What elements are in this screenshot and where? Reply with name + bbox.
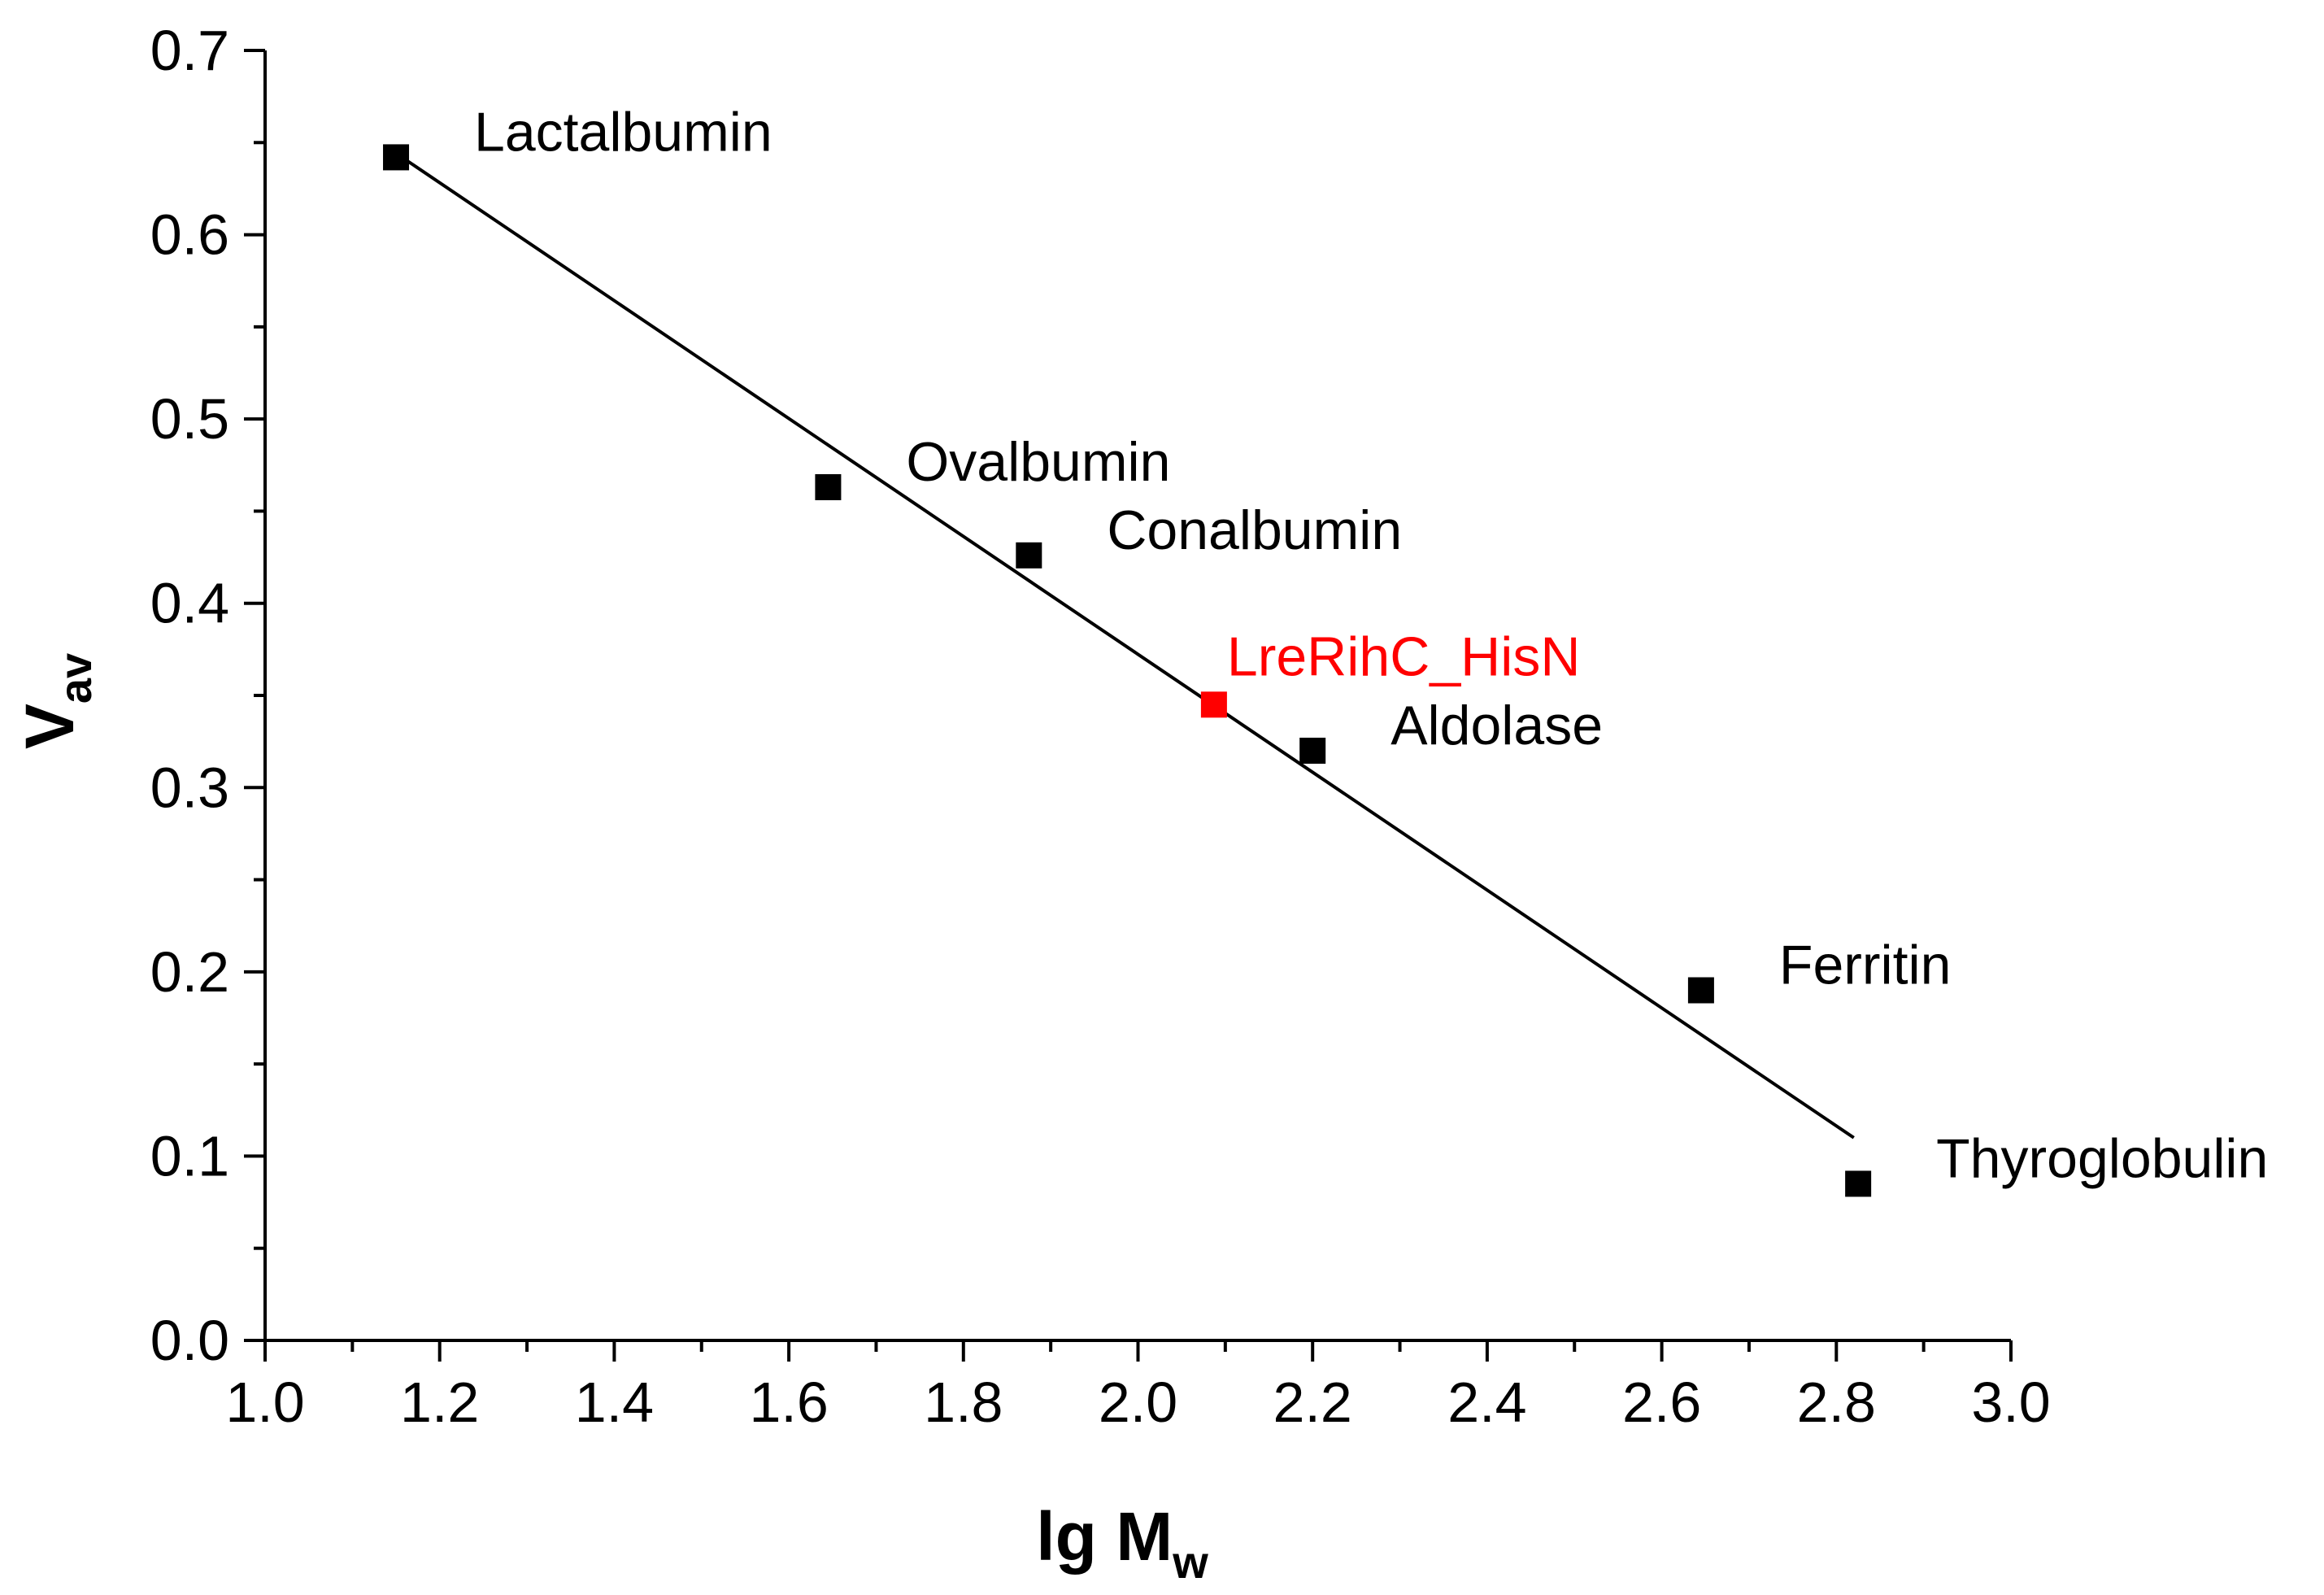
y-tick-label: 0.3 xyxy=(150,756,229,819)
x-axis-title-main: lg M xyxy=(1036,1498,1173,1575)
y-tick-label: 0.1 xyxy=(150,1124,229,1188)
point-label: Conalbumin xyxy=(1107,499,1402,561)
x-tick-label: 1.2 xyxy=(400,1371,479,1434)
point-label: Thyroglobulin xyxy=(1936,1127,2268,1189)
y-tick-label: 0.5 xyxy=(150,387,229,451)
x-axis-title: lg Mw xyxy=(1036,1498,1208,1588)
x-tick-label: 1.4 xyxy=(575,1371,654,1434)
y-tick-label: 0.0 xyxy=(150,1309,229,1372)
x-tick-label: 2.2 xyxy=(1273,1371,1352,1434)
y-tick-label: 0.7 xyxy=(150,19,229,82)
point-label: Ovalbumin xyxy=(906,431,1170,493)
x-tick-label: 3.0 xyxy=(1971,1371,2050,1434)
data-point xyxy=(815,473,842,500)
x-tick-label: 1.6 xyxy=(749,1371,828,1434)
x-tick-label: 1.0 xyxy=(225,1371,304,1434)
y-tick-label: 0.4 xyxy=(150,572,229,635)
x-tick-label: 2.6 xyxy=(1622,1371,1701,1434)
y-axis-title: Vav xyxy=(11,653,101,749)
y-ticks: 0.0 0.1 0.2 0.3 0.4 0.5 0.6 0.7 xyxy=(150,19,265,1372)
data-point xyxy=(1200,691,1227,718)
point-label: Lactalbumin xyxy=(474,101,772,163)
fit-line-group xyxy=(403,158,1855,1140)
data-point xyxy=(1845,1170,1872,1197)
y-tick-label: 0.6 xyxy=(150,203,229,267)
fit-line xyxy=(403,158,1855,1140)
data-point xyxy=(1299,737,1326,764)
y-axis-title-main: V xyxy=(11,704,88,749)
x-tick-label: 1.8 xyxy=(924,1371,1003,1434)
point-label: Aldolase xyxy=(1390,695,1603,756)
y-tick-label: 0.2 xyxy=(150,940,229,1004)
x-tick-label: 2.0 xyxy=(1099,1371,1177,1434)
data-point xyxy=(1016,542,1042,569)
x-tick-label: 2.4 xyxy=(1447,1371,1526,1434)
point-label: Ferritin xyxy=(1779,935,1952,996)
axes xyxy=(263,50,2011,1342)
data-point xyxy=(1687,977,1714,1004)
y-axis-title-sub: av xyxy=(50,653,101,704)
x-tick-label: 2.8 xyxy=(1797,1371,1876,1434)
x-axis-title-sub: w xyxy=(1172,1536,1208,1588)
point-label: LreRihC_HisN xyxy=(1227,625,1581,687)
data-point xyxy=(383,144,410,171)
x-ticks: 1.0 1.2 1.4 1.6 1.8 2.0 2.2 2.4 2.6 2.8 3.0 xyxy=(225,1340,2051,1434)
